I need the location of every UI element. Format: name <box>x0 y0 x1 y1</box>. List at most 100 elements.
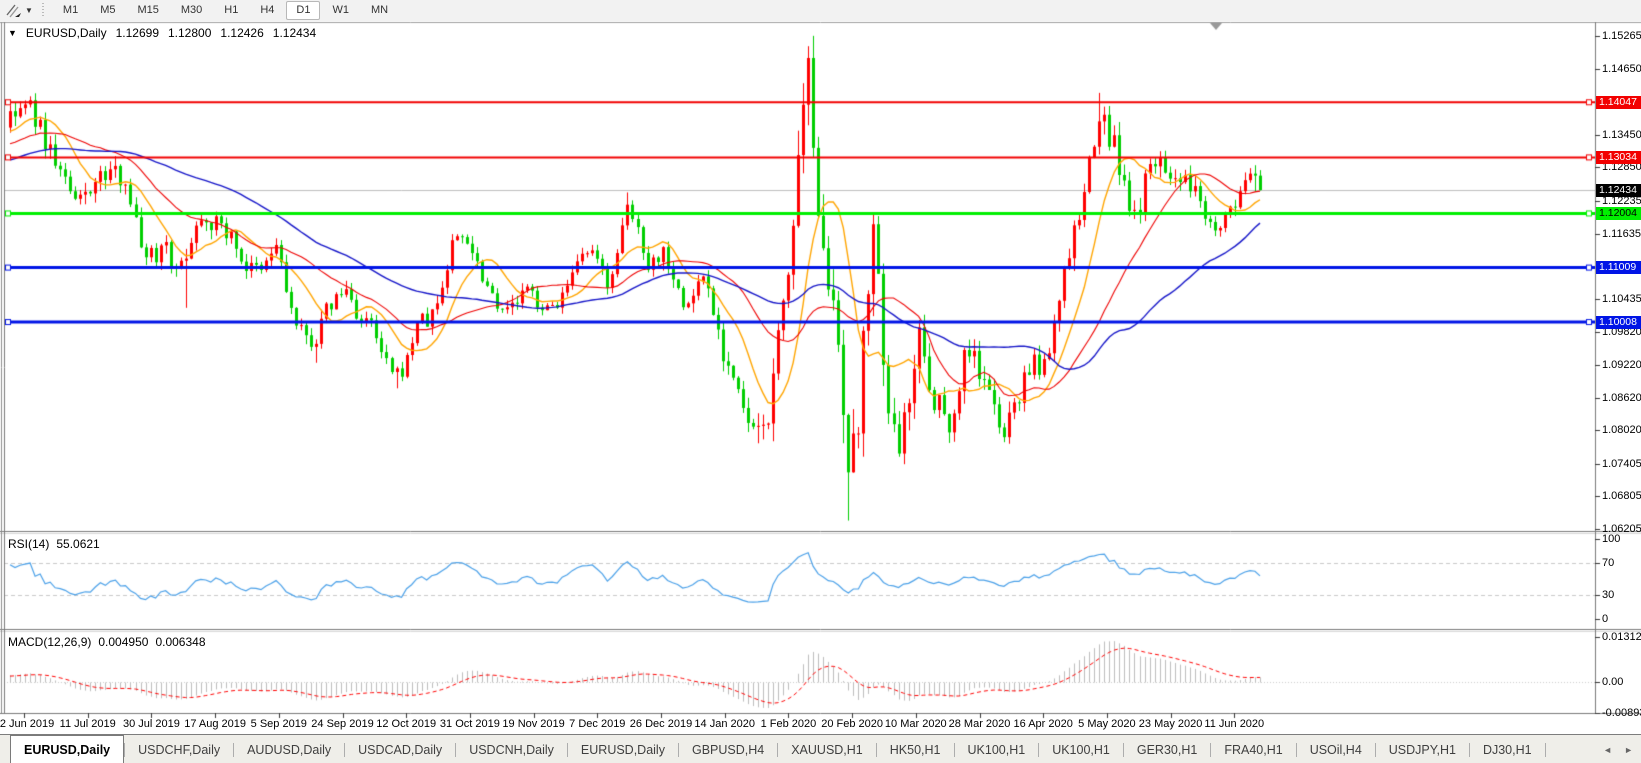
price-axis-tick: 1.09220 <box>1602 358 1641 371</box>
timeframe-button-m15[interactable]: M15 <box>137 4 159 16</box>
hline-price-label: 1.12004 <box>1596 206 1641 220</box>
timeframe-button-m5[interactable]: M5 <box>100 4 116 16</box>
quote-close: 1.12434 <box>272 26 317 40</box>
chart-tab-hk50-h1[interactable]: HK50,H1 <box>889 742 941 757</box>
toolbar-grip[interactable] <box>40 3 46 18</box>
timeframe-button-h1[interactable]: H1 <box>224 4 239 16</box>
price-axis-tick: 1.07405 <box>1602 457 1641 470</box>
tab-divider <box>777 742 779 757</box>
chart-symbol: EURUSD,Daily <box>25 26 107 40</box>
timeframe-toolbar: ▼ M1 M5 M15 M30 H1 H4 D1 W1 MN <box>0 0 1641 22</box>
date-axis-label: 19 Nov 2019 <box>502 718 565 730</box>
hline-price-label: 1.14047 <box>1596 95 1641 109</box>
price-axis-tick: 1.10435 <box>1602 292 1641 305</box>
macd-name: MACD(12,26,9) <box>8 635 92 649</box>
tab-divider <box>1122 742 1124 757</box>
macd-signal-value: 0.006348 <box>155 635 206 649</box>
line-studies-icon <box>6 4 21 17</box>
macd-axis-tick: -0.008933 <box>1602 707 1641 719</box>
chart-title: ▼ EURUSD,Daily 1.12699 1.12800 1.12426 1… <box>8 26 316 40</box>
chart-tab-xauusd-h1[interactable]: XAUUSD,H1 <box>791 742 863 757</box>
date-axis-label: 12 Oct 2019 <box>376 718 437 730</box>
date-axis-label: 31 Oct 2019 <box>439 718 500 730</box>
line-studies-button[interactable]: ▼ <box>0 0 39 21</box>
tabs-scroll-right-icon[interactable]: ► <box>1624 744 1633 755</box>
rsi-axis-tick: 70 <box>1602 557 1615 569</box>
timeframe-button-m30[interactable]: M30 <box>180 4 203 16</box>
hline-price-label: 1.11009 <box>1596 261 1641 275</box>
tab-divider <box>124 742 126 757</box>
timeframe-buttons: M1 M5 M15 M30 H1 H4 D1 W1 MN <box>52 1 399 20</box>
rsi-axis-tick: 0 <box>1602 613 1609 625</box>
tab-divider <box>1295 742 1297 757</box>
date-axis-label: 1 Feb 2020 <box>760 718 817 730</box>
rsi-axis-tick: 100 <box>1602 533 1621 545</box>
price-axis-tick: 1.06805 <box>1602 490 1641 503</box>
chart-tab-eurusd-daily[interactable]: EURUSD,Daily <box>580 742 665 757</box>
date-axis-label: 10 Mar 2020 <box>884 718 947 730</box>
chart-tab-usdcad-daily[interactable]: USDCAD,Daily <box>358 742 443 757</box>
chart-tab-usdcnh-daily[interactable]: USDCNH,Daily <box>469 742 554 757</box>
quote-open: 1.12699 <box>115 26 159 40</box>
chart-dropdown-icon[interactable]: ▼ <box>8 28 17 38</box>
date-axis-label: 16 Apr 2020 <box>1013 718 1073 730</box>
price-axis-tick: 1.09820 <box>1602 326 1641 339</box>
tab-divider <box>566 742 568 757</box>
date-axis-label: 11 Jul 2019 <box>59 718 116 730</box>
tab-divider <box>344 742 346 757</box>
price-axis-tick: 1.14650 <box>1602 63 1641 76</box>
chart-tab-ger30-h1[interactable]: GER30,H1 <box>1136 742 1198 757</box>
price-axis-tick: 1.08020 <box>1602 424 1641 437</box>
tab-divider <box>455 742 457 757</box>
price-axis-tick: 1.15265 <box>1602 30 1641 42</box>
hline-price-label: 1.13034 <box>1596 150 1641 164</box>
tab-divider <box>875 742 877 757</box>
timeframe-button-w1[interactable]: W1 <box>332 4 349 16</box>
macd-panel-title: MACD(12,26,9) 0.004950 0.006348 <box>8 635 206 649</box>
chart-tab-usdjpy-h1[interactable]: USDJPY,H1 <box>1388 742 1456 757</box>
price-axis-tick: 1.12850 <box>1602 161 1641 174</box>
chart-tab-uk100-h1[interactable]: UK100,H1 <box>967 742 1026 757</box>
rsi-axis-tick: 30 <box>1602 589 1615 601</box>
tab-divider <box>677 742 679 757</box>
price-axis-tick: 1.08620 <box>1602 391 1641 404</box>
chart-tab-eurusd-daily[interactable]: EURUSD,Daily <box>10 735 125 763</box>
date-axis-label: 17 Aug 2019 <box>184 718 246 730</box>
tab-divider <box>1468 742 1470 757</box>
tab-divider <box>1544 742 1546 757</box>
chart-tab-dj30-h1[interactable]: DJ30,H1 <box>1482 742 1532 757</box>
timeframe-button-h4[interactable]: H4 <box>260 4 275 16</box>
timeframe-button-d1[interactable]: D1 <box>286 1 321 20</box>
timeframe-button-mn[interactable]: MN <box>370 4 389 16</box>
current-price-label: 1.12434 <box>1596 183 1641 197</box>
rsi-name: RSI(14) <box>8 537 50 551</box>
chart-tab-usdchf-daily[interactable]: USDCHF,Daily <box>138 742 221 757</box>
quote-low: 1.12426 <box>220 26 264 40</box>
chart-tab-usoil-h4[interactable]: USOil,H4 <box>1309 742 1362 757</box>
date-axis-label: 11 Jun 2020 <box>1204 718 1265 730</box>
date-axis-label: 14 Jan 2020 <box>694 718 755 730</box>
date-axis-label: 30 Jul 2019 <box>122 718 180 730</box>
tab-divider <box>1210 742 1212 757</box>
chart-canvas[interactable] <box>0 21 1641 734</box>
chart-tab-audusd-daily[interactable]: AUDUSD,Daily <box>247 742 332 757</box>
price-axis-tick: 1.11635 <box>1602 227 1641 240</box>
chart-tab-bar: EURUSD,Daily USDCHF,Daily AUDUSD,Daily USDC… <box>0 734 1641 763</box>
tab-divider <box>1374 742 1376 757</box>
date-axis-label: 20 Feb 2020 <box>821 718 883 730</box>
rsi-value: 55.0621 <box>56 537 100 551</box>
price-axis-tick: 1.13450 <box>1602 128 1641 141</box>
tabs-scroll-left-icon[interactable]: ◄ <box>1603 744 1613 755</box>
tab-divider <box>233 742 235 757</box>
price-axis-tick: 1.12235 <box>1602 194 1641 207</box>
timeframe-button-m1[interactable]: M1 <box>62 4 79 16</box>
chart-tab-gbpusd-h4[interactable]: GBPUSD,H4 <box>691 742 765 757</box>
date-axis-label: 7 Dec 2019 <box>569 718 626 730</box>
tabs: EURUSD,Daily USDCHF,Daily AUDUSD,Daily USDC… <box>0 735 1546 763</box>
chart-tab-uk100-h1[interactable]: UK100,H1 <box>1052 742 1110 757</box>
chart-tab-fra40-h1[interactable]: FRA40,H1 <box>1224 742 1283 757</box>
macd-main-value: 0.004950 <box>98 635 149 649</box>
line-studies-caret-icon: ▼ <box>25 6 33 15</box>
quote-high: 1.12800 <box>168 26 212 40</box>
